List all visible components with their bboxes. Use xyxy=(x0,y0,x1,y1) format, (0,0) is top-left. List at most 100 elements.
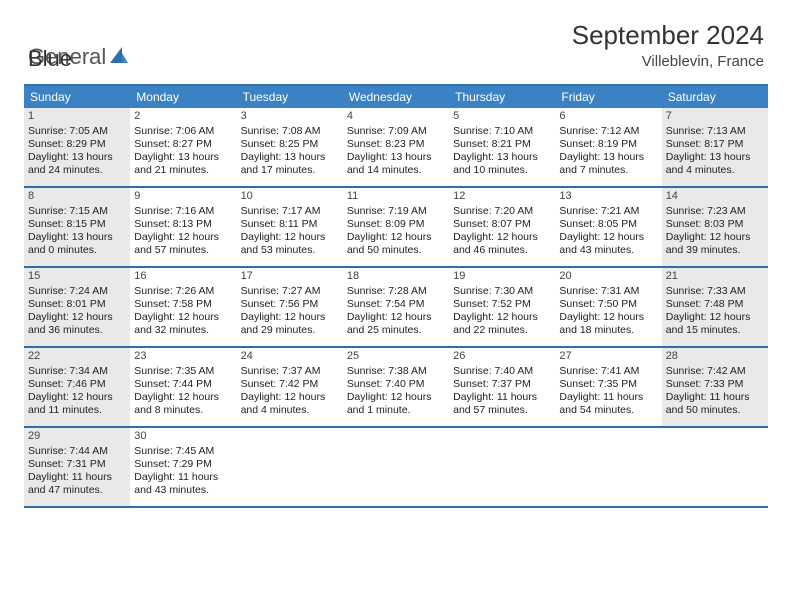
sunrise-line: Sunrise: 7:28 AM xyxy=(347,285,445,298)
date-number: 15 xyxy=(28,270,126,284)
day-cell: 24Sunrise: 7:37 AMSunset: 7:42 PMDayligh… xyxy=(237,348,343,426)
month-title: September 2024 xyxy=(572,20,764,51)
date-number: 21 xyxy=(666,270,764,284)
daylight-line: Daylight: 12 hours and 50 minutes. xyxy=(347,231,445,257)
sunrise-line: Sunrise: 7:44 AM xyxy=(28,445,126,458)
week-row: 1Sunrise: 7:05 AMSunset: 8:29 PMDaylight… xyxy=(24,108,768,188)
empty-cell xyxy=(343,428,449,506)
sunrise-line: Sunrise: 7:35 AM xyxy=(134,365,232,378)
day-cell: 6Sunrise: 7:12 AMSunset: 8:19 PMDaylight… xyxy=(555,108,661,186)
date-number: 29 xyxy=(28,430,126,444)
sunrise-line: Sunrise: 7:31 AM xyxy=(559,285,657,298)
sunset-line: Sunset: 7:44 PM xyxy=(134,378,232,391)
date-number: 13 xyxy=(559,190,657,204)
daylight-line: Daylight: 12 hours and 43 minutes. xyxy=(559,231,657,257)
location-label: Villeblevin, France xyxy=(572,53,764,70)
sunset-line: Sunset: 8:25 PM xyxy=(241,138,339,151)
sunset-line: Sunset: 7:54 PM xyxy=(347,298,445,311)
sunset-line: Sunset: 8:29 PM xyxy=(28,138,126,151)
sunrise-line: Sunrise: 7:40 AM xyxy=(453,365,551,378)
header: General September 2024 Villeblevin, Fran… xyxy=(0,0,792,78)
day-header: Wednesday xyxy=(343,86,449,108)
sunset-line: Sunset: 8:15 PM xyxy=(28,218,126,231)
week-row: 22Sunrise: 7:34 AMSunset: 7:46 PMDayligh… xyxy=(24,348,768,428)
date-number: 4 xyxy=(347,110,445,124)
day-cell: 4Sunrise: 7:09 AMSunset: 8:23 PMDaylight… xyxy=(343,108,449,186)
day-cell: 19Sunrise: 7:30 AMSunset: 7:52 PMDayligh… xyxy=(449,268,555,346)
date-number: 8 xyxy=(28,190,126,204)
date-number: 17 xyxy=(241,270,339,284)
sunset-line: Sunset: 8:21 PM xyxy=(453,138,551,151)
daylight-line: Daylight: 12 hours and 4 minutes. xyxy=(241,391,339,417)
daylight-line: Daylight: 12 hours and 18 minutes. xyxy=(559,311,657,337)
logo-sail-icon xyxy=(108,45,128,70)
sunset-line: Sunset: 7:40 PM xyxy=(347,378,445,391)
daylight-line: Daylight: 11 hours and 54 minutes. xyxy=(559,391,657,417)
day-cell: 14Sunrise: 7:23 AMSunset: 8:03 PMDayligh… xyxy=(662,188,768,266)
sunrise-line: Sunrise: 7:34 AM xyxy=(28,365,126,378)
sunset-line: Sunset: 7:35 PM xyxy=(559,378,657,391)
daylight-line: Daylight: 12 hours and 39 minutes. xyxy=(666,231,764,257)
sunset-line: Sunset: 8:07 PM xyxy=(453,218,551,231)
day-cell: 3Sunrise: 7:08 AMSunset: 8:25 PMDaylight… xyxy=(237,108,343,186)
date-number: 22 xyxy=(28,350,126,364)
daylight-line: Daylight: 12 hours and 11 minutes. xyxy=(28,391,126,417)
sunset-line: Sunset: 7:37 PM xyxy=(453,378,551,391)
day-cell: 7Sunrise: 7:13 AMSunset: 8:17 PMDaylight… xyxy=(662,108,768,186)
day-cell: 25Sunrise: 7:38 AMSunset: 7:40 PMDayligh… xyxy=(343,348,449,426)
day-header: Monday xyxy=(130,86,236,108)
day-header: Sunday xyxy=(24,86,130,108)
week-row: 8Sunrise: 7:15 AMSunset: 8:15 PM Daylight… xyxy=(24,188,768,268)
date-number: 25 xyxy=(347,350,445,364)
sunrise-line: Sunrise: 7:23 AM xyxy=(666,205,764,218)
sunrise-line: Sunrise: 7:15 AM xyxy=(28,205,126,218)
day-cell: 26Sunrise: 7:40 AMSunset: 7:37 PMDayligh… xyxy=(449,348,555,426)
sunset-line: Sunset: 7:52 PM xyxy=(453,298,551,311)
date-number: 20 xyxy=(559,270,657,284)
daylight-line: Daylight: 12 hours and 57 minutes. xyxy=(134,231,232,257)
sunrise-line: Sunrise: 7:08 AM xyxy=(241,125,339,138)
date-number: 10 xyxy=(241,190,339,204)
day-header: Saturday xyxy=(662,86,768,108)
day-cell: 29Sunrise: 7:44 AMSunset: 7:31 PMDayligh… xyxy=(24,428,130,506)
daylight-line: Daylight: 12 hours and 32 minutes. xyxy=(134,311,232,337)
day-cell: 30Sunrise: 7:45 AMSunset: 7:29 PMDayligh… xyxy=(130,428,236,506)
day-cell: 11Sunrise: 7:19 AMSunset: 8:09 PMDayligh… xyxy=(343,188,449,266)
sunset-line: Sunset: 8:17 PM xyxy=(666,138,764,151)
sunset-line: Sunset: 7:46 PM xyxy=(28,378,126,391)
day-header: Thursday xyxy=(449,86,555,108)
day-cell: 9Sunrise: 7:16 AMSunset: 8:13 PMDaylight… xyxy=(130,188,236,266)
sunset-line: Sunset: 7:56 PM xyxy=(241,298,339,311)
sunrise-line: Sunrise: 7:21 AM xyxy=(559,205,657,218)
sunset-line: Sunset: 7:48 PM xyxy=(666,298,764,311)
sunset-line: Sunset: 8:23 PM xyxy=(347,138,445,151)
sunrise-line: Sunrise: 7:41 AM xyxy=(559,365,657,378)
daylight-line: Daylight: 13 hours and 4 minutes. xyxy=(666,151,764,177)
daylight-line: Daylight: 11 hours and 50 minutes. xyxy=(666,391,764,417)
date-number: 9 xyxy=(134,190,232,204)
daylight-line: Daylight: 12 hours and 15 minutes. xyxy=(666,311,764,337)
daylight-line: Daylight: 13 hours and 17 minutes. xyxy=(241,151,339,177)
sunrise-line: Sunrise: 7:17 AM xyxy=(241,205,339,218)
sunset-line: Sunset: 7:50 PM xyxy=(559,298,657,311)
date-number: 12 xyxy=(453,190,551,204)
sunrise-line: Sunrise: 7:33 AM xyxy=(666,285,764,298)
sunrise-line: Sunrise: 7:09 AM xyxy=(347,125,445,138)
daylight-line: Daylight: 12 hours and 36 minutes. xyxy=(28,311,126,337)
sunrise-line: Sunrise: 7:45 AM xyxy=(134,445,232,458)
daylight-line: Daylight: 11 hours and 43 minutes. xyxy=(134,471,232,497)
daylight-line: Daylight: 12 hours and 22 minutes. xyxy=(453,311,551,337)
daylight-line: Daylight: 12 hours and 25 minutes. xyxy=(347,311,445,337)
weeks-container: 1Sunrise: 7:05 AMSunset: 8:29 PMDaylight… xyxy=(24,108,768,508)
sunset-line: Sunset: 7:42 PM xyxy=(241,378,339,391)
day-cell: 8Sunrise: 7:15 AMSunset: 8:15 PMDaylight… xyxy=(24,188,130,266)
date-number: 11 xyxy=(347,190,445,204)
date-number: 6 xyxy=(559,110,657,124)
day-cell: 20Sunrise: 7:31 AMSunset: 7:50 PMDayligh… xyxy=(555,268,661,346)
date-number: 2 xyxy=(134,110,232,124)
date-number: 23 xyxy=(134,350,232,364)
sunrise-line: Sunrise: 7:10 AM xyxy=(453,125,551,138)
date-number: 28 xyxy=(666,350,764,364)
daylight-line: Daylight: 11 hours and 47 minutes. xyxy=(28,471,126,497)
day-header: Tuesday xyxy=(237,86,343,108)
